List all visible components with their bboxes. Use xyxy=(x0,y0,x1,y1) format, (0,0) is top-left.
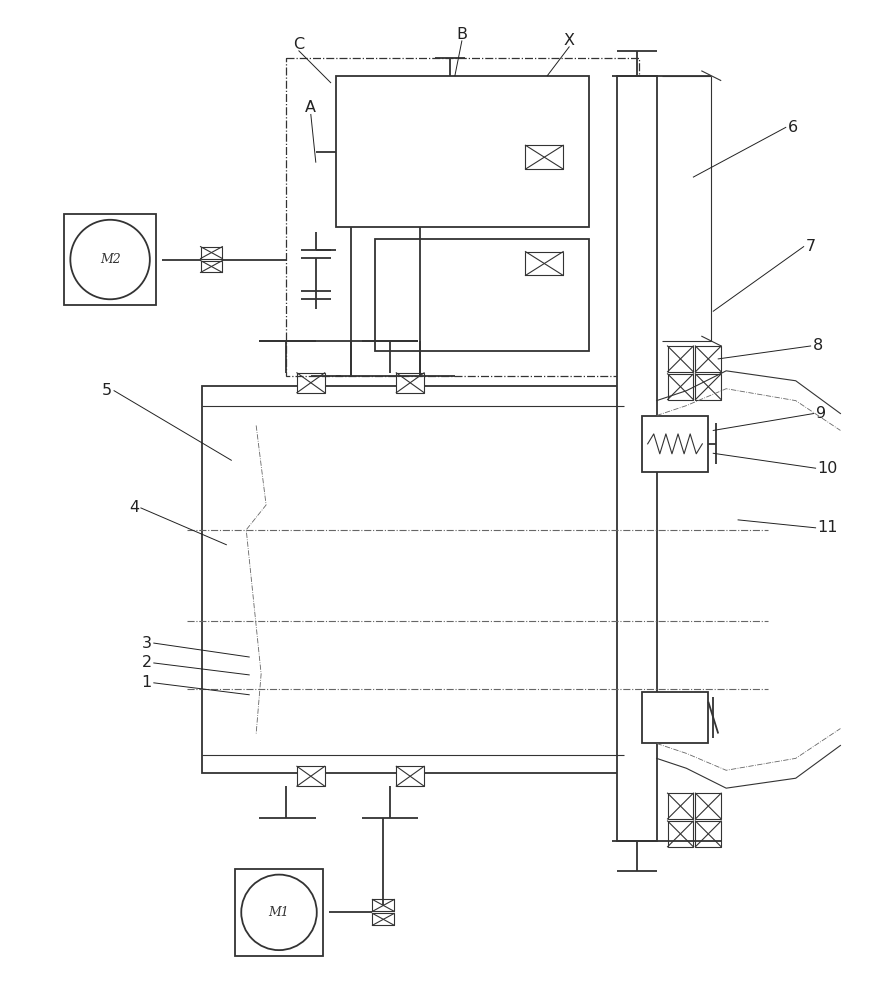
Text: 2: 2 xyxy=(142,655,152,670)
Bar xyxy=(235,869,323,956)
Bar xyxy=(375,239,589,351)
Text: 10: 10 xyxy=(817,461,838,476)
Bar xyxy=(695,374,721,400)
Bar xyxy=(396,373,424,393)
Text: 11: 11 xyxy=(817,520,838,535)
Text: 8: 8 xyxy=(813,338,823,353)
Bar xyxy=(202,386,624,773)
Bar xyxy=(286,58,638,376)
Bar xyxy=(642,416,709,472)
Bar xyxy=(373,913,395,925)
Bar xyxy=(667,821,694,847)
Text: 5: 5 xyxy=(102,383,112,398)
Bar xyxy=(617,76,657,841)
Bar xyxy=(667,793,694,819)
Bar xyxy=(373,899,395,911)
Bar xyxy=(525,145,563,169)
Text: M1: M1 xyxy=(268,906,289,919)
Text: 6: 6 xyxy=(788,120,798,135)
Bar xyxy=(297,766,324,786)
Bar xyxy=(667,346,694,372)
Text: A: A xyxy=(305,100,317,115)
Bar xyxy=(336,76,589,227)
Bar xyxy=(525,252,563,275)
Bar xyxy=(201,247,223,259)
Bar xyxy=(695,821,721,847)
Text: 4: 4 xyxy=(129,500,139,515)
Bar xyxy=(64,214,156,305)
Text: M2: M2 xyxy=(100,253,120,266)
Text: X: X xyxy=(564,33,574,48)
Circle shape xyxy=(241,875,317,950)
Bar xyxy=(297,373,324,393)
Bar xyxy=(642,692,709,743)
Circle shape xyxy=(70,220,150,299)
Bar xyxy=(201,261,223,272)
Text: 3: 3 xyxy=(142,636,152,651)
Bar xyxy=(667,374,694,400)
Text: 7: 7 xyxy=(806,239,816,254)
Text: 1: 1 xyxy=(141,675,152,690)
Bar xyxy=(695,346,721,372)
Text: B: B xyxy=(456,27,467,42)
Bar xyxy=(695,793,721,819)
Text: 9: 9 xyxy=(816,406,826,421)
Text: C: C xyxy=(293,37,304,52)
Bar xyxy=(396,766,424,786)
